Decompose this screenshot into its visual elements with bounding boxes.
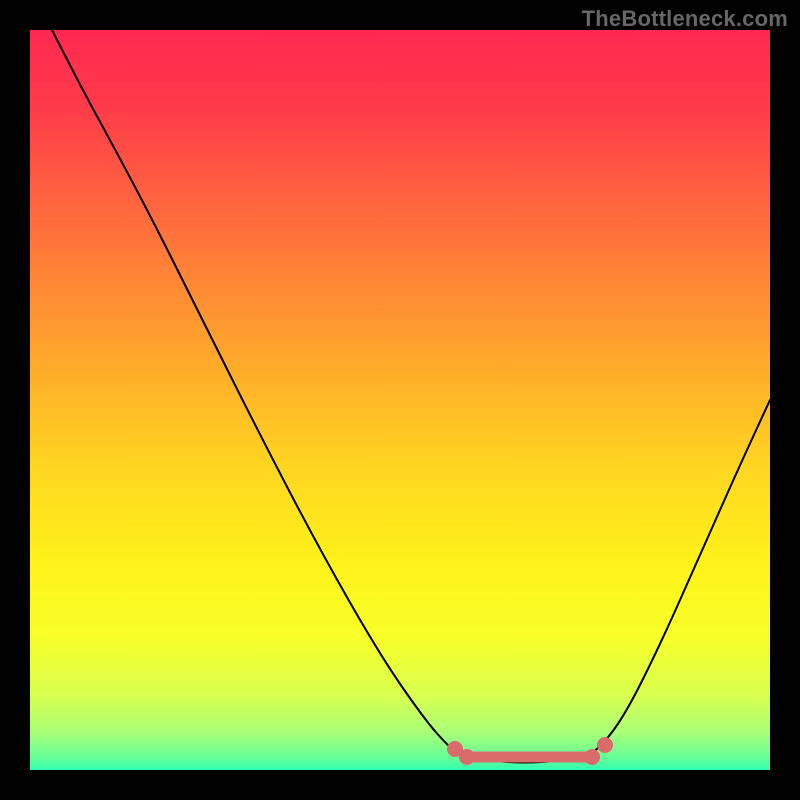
chart-frame: { "watermark": { "text": "TheBottleneck.…	[0, 0, 800, 800]
chart-overlay	[30, 30, 770, 770]
watermark-text: TheBottleneck.com	[582, 6, 788, 32]
valley-marker	[447, 737, 613, 765]
plot-area	[30, 30, 770, 770]
bottleneck-curve	[52, 30, 770, 763]
